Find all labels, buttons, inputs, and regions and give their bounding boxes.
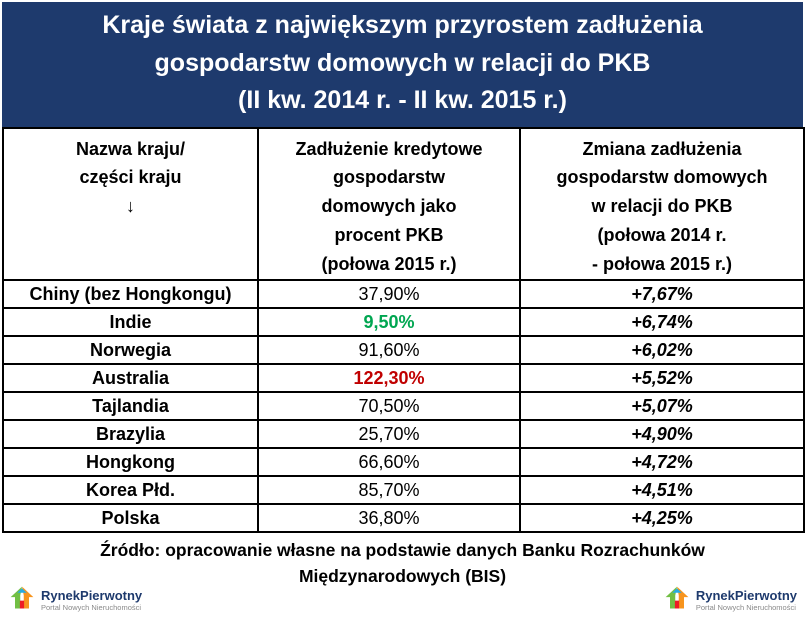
debt-cell: 70,50% [257, 391, 521, 422]
header-change: Zmiana zadłużenia gospodarstw domowych w… [519, 126, 805, 282]
logo-text: RynekPierwotny Portal Nowych Nieruchomoś… [695, 587, 797, 613]
change-cell: +4,25% [519, 503, 805, 534]
table-header-row: Nazwa kraju/ części kraju ↓ Zadłużenie k… [2, 126, 805, 282]
change-cell: +6,02% [519, 335, 805, 366]
country-cell: Australia [2, 363, 259, 394]
debt-table: Nazwa kraju/ części kraju ↓ Zadłużenie k… [2, 126, 805, 534]
logo-brand-name: RynekPierwotny [695, 587, 797, 603]
country-cell: Hongkong [2, 447, 259, 478]
country-cell: Brazylia [2, 419, 259, 450]
page-title: Kraje świata z największym przyrostem za… [2, 2, 803, 127]
header-country: Nazwa kraju/ części kraju ↓ [2, 126, 259, 282]
change-cell: +6,74% [519, 307, 805, 338]
rynekpierwotny-logo-left: RynekPierwotny Portal Nowych Nieruchomoś… [8, 584, 142, 617]
debt-cell: 36,80% [257, 503, 521, 534]
country-cell: Indie [2, 307, 259, 338]
country-cell: Korea Płd. [2, 475, 259, 506]
table-row: Hongkong 66,60% +4,72% [2, 447, 805, 478]
debt-cell: 66,60% [257, 447, 521, 478]
table-row: Polska 36,80% +4,25% [2, 503, 805, 534]
change-cell: +7,67% [519, 279, 805, 310]
table-row: Chiny (bez Hongkongu) 37,90% +7,67% [2, 279, 805, 310]
source-note: Źródło: opracowanie własne na podstawie … [100, 540, 705, 586]
country-cell: Polska [2, 503, 259, 534]
header-debt: Zadłużenie kredytowe gospodarstw domowyc… [257, 126, 521, 282]
change-cell: +4,72% [519, 447, 805, 478]
table-row: Tajlandia 70,50% +5,07% [2, 391, 805, 422]
change-cell: +4,90% [519, 419, 805, 450]
house-logo-icon [8, 584, 36, 617]
debt-cell: 91,60% [257, 335, 521, 366]
logo-tagline: Portal Nowych Nieruchomości [41, 603, 142, 613]
debt-cell: 37,90% [257, 279, 521, 310]
country-cell: Tajlandia [2, 391, 259, 422]
logo-tagline: Portal Nowych Nieruchomości [695, 603, 796, 613]
debt-cell: 85,70% [257, 475, 521, 506]
table-row: Norwegia 91,60% +6,02% [2, 335, 805, 366]
debt-cell: 25,70% [257, 419, 521, 450]
logo-text: RynekPierwotny Portal Nowych Nieruchomoś… [41, 587, 143, 613]
country-cell: Chiny (bez Hongkongu) [2, 279, 259, 310]
debt-cell-red-highlight: 122,30% [257, 363, 521, 394]
table-row: Brazylia 25,70% +4,90% [2, 419, 805, 450]
rynekpierwotny-logo-right: RynekPierwotny Portal Nowych Nieruchomoś… [663, 584, 797, 617]
country-cell: Norwegia [2, 335, 259, 366]
table-row: Korea Płd. 85,70% +4,51% [2, 475, 805, 506]
change-cell: +4,51% [519, 475, 805, 506]
table-row: Australia 122,30% +5,52% [2, 363, 805, 394]
table-row: Indie 9,50% +6,74% [2, 307, 805, 338]
change-cell: +5,07% [519, 391, 805, 422]
debt-cell-green-highlight: 9,50% [257, 307, 521, 338]
logo-brand-name: RynekPierwotny [41, 587, 143, 603]
change-cell: +5,52% [519, 363, 805, 394]
house-logo-icon [663, 584, 691, 617]
